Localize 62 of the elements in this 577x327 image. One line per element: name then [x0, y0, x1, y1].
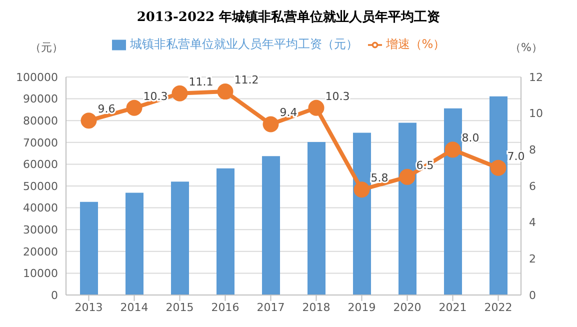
data-label: 11.2 [234, 74, 259, 87]
y-axis-title: （元） [30, 40, 63, 55]
point [217, 84, 234, 100]
x-tick-label: 2020 [393, 300, 422, 314]
y-tick-label: 70000 [23, 136, 58, 150]
bar [262, 156, 280, 295]
bar [444, 108, 462, 295]
x-tick-label: 2019 [348, 300, 376, 314]
point [172, 85, 188, 102]
point [262, 116, 279, 132]
data-label: 9.6 [98, 102, 116, 116]
y2-tick-label: 8 [529, 144, 536, 157]
point [399, 168, 416, 185]
data-label: 11.1 [188, 75, 214, 88]
bar [308, 142, 326, 295]
x-tick-label: 2016 [211, 300, 240, 314]
x-tick-label: 2017 [256, 300, 285, 314]
bar [80, 202, 98, 295]
data-label: 9.4 [280, 106, 298, 120]
point [80, 112, 97, 129]
y-tick-label: 60000 [23, 158, 58, 172]
y2-tick-label: 4 [529, 216, 536, 230]
bar [353, 132, 371, 295]
data-label: 10.3 [143, 90, 168, 103]
point [490, 160, 506, 176]
legend-label: 城镇非私营单位就业人员年平均工资（元） [130, 37, 358, 51]
data-label: 7.0 [507, 150, 525, 163]
bar [126, 192, 144, 295]
legend-label: 增速（%） [386, 37, 446, 51]
point [354, 182, 370, 198]
y2-axis-title: （%） [510, 40, 542, 55]
chart-title: 2013-2022 年城镇非私营单位就业人员年平均工资 [136, 9, 442, 26]
y-tick-label: 40000 [23, 202, 58, 215]
y-tick-label: 0 [51, 288, 58, 302]
y-tick-label: 80000 [23, 114, 58, 128]
y-tick-label: 30000 [23, 224, 58, 237]
y2-tick-label: 6 [529, 180, 536, 193]
data-label: 8.0 [462, 132, 480, 145]
y-tick-label: 10000 [23, 267, 58, 280]
y-tick-label: 100000 [16, 70, 58, 84]
x-tick-label: 2014 [120, 300, 148, 314]
x-tick-label: 2015 [166, 300, 194, 314]
point [126, 100, 142, 116]
data-label: 5.8 [370, 172, 388, 185]
bar [398, 122, 416, 295]
bar [171, 182, 189, 295]
x-tick-label: 2021 [438, 300, 467, 314]
data-label: 10.3 [325, 90, 350, 103]
y2-tick-label: 0 [529, 288, 536, 302]
x-tick-label: 2013 [74, 300, 103, 314]
bar [216, 168, 234, 295]
point [444, 142, 461, 158]
point [308, 100, 324, 116]
y-tick-label: 90000 [23, 92, 58, 106]
bar [490, 96, 508, 295]
x-tick-label: 2018 [302, 300, 330, 314]
y-tick-label: 20000 [23, 245, 58, 258]
y-tick-label: 50000 [23, 180, 58, 193]
x-tick-label: 2022 [484, 300, 512, 314]
y2-tick-label: 12 [529, 70, 543, 84]
y2-tick-label: 2 [529, 252, 536, 266]
y2-tick-label: 10 [529, 107, 543, 120]
